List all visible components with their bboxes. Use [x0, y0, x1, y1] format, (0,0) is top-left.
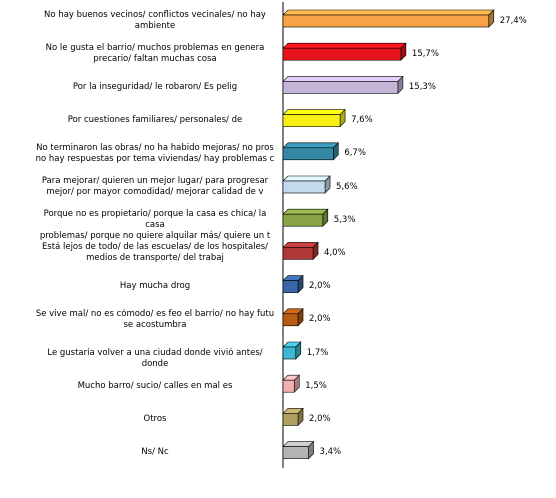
bar	[282, 274, 304, 294]
category-label: Ns/ Nc	[141, 447, 169, 458]
category-label: No terminaron las obras/ no ha habido me…	[35, 142, 275, 164]
data-label: 27,4%	[499, 15, 527, 26]
category-label: Le gustaría volver a una ciudad donde vi…	[47, 347, 263, 369]
bar	[282, 374, 300, 393]
category-label: Mucho barro/ sucio/ calles en mal es	[77, 380, 233, 391]
category-label: No le gusta el barrio/ muchos problemas …	[45, 43, 265, 65]
data-label: 2,0%	[309, 314, 331, 325]
bar	[282, 241, 319, 261]
data-label: 6,7%	[344, 148, 366, 159]
bar	[282, 407, 304, 427]
bar	[282, 208, 329, 227]
data-label: 4,0%	[324, 247, 346, 258]
category-label: Otros	[143, 413, 167, 424]
data-label: 15,3%	[408, 81, 436, 92]
bar	[282, 75, 404, 95]
bar	[282, 9, 495, 28]
bar	[282, 440, 315, 460]
data-label: 3,4%	[319, 447, 342, 458]
category-label: Porque no es propietario/ porque la casa…	[39, 209, 271, 242]
bar	[282, 108, 346, 128]
category-label: Está lejos de todo/ de las escuelas/ de …	[41, 242, 269, 264]
category-label: Para mejorar/ quieren un mejor lugar/ pa…	[41, 176, 269, 197]
data-label: 7,6%	[351, 115, 373, 126]
bar	[282, 175, 331, 194]
bar	[282, 142, 340, 161]
data-label: 5,3%	[333, 214, 356, 225]
bar	[282, 341, 302, 360]
category-label: Por la inseguridad/ le robaron/ Es pelig	[72, 81, 238, 92]
data-label: 1,5%	[305, 380, 327, 391]
category-label: Se vive mal/ no es cómodo/ es feo el bar…	[35, 308, 275, 330]
data-label: 5,6%	[336, 181, 358, 192]
category-label: Hay mucha drog	[119, 281, 191, 292]
data-label: 2,0%	[309, 281, 331, 292]
data-label: 2,0%	[309, 413, 331, 424]
category-label: No hay buenos vecinos/ conflictos vecina…	[44, 10, 266, 31]
data-label: 1,7%	[306, 347, 329, 358]
bar	[282, 308, 304, 327]
bar	[282, 42, 407, 61]
data-label: 15,7%	[411, 48, 439, 59]
category-label: Por cuestiones familiares/ personales/ d…	[67, 115, 243, 126]
